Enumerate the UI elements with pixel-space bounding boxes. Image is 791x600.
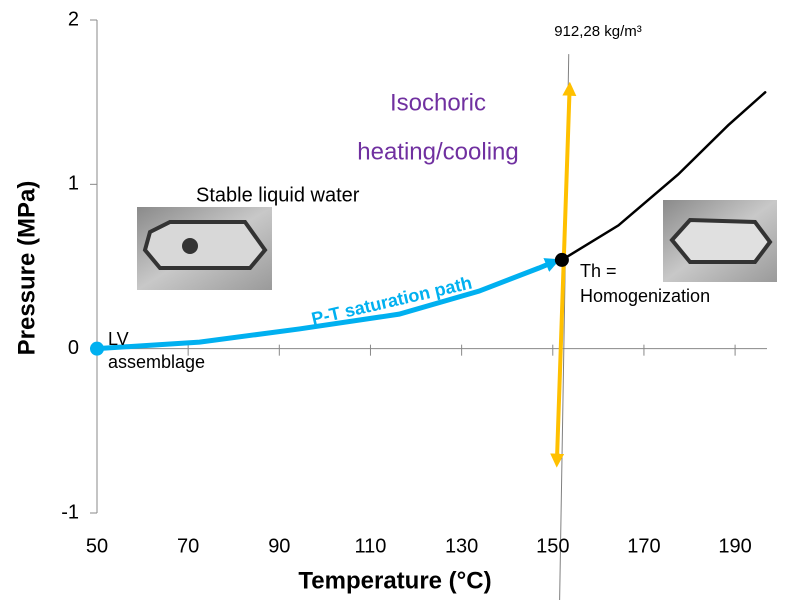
y-tick-label: 0 xyxy=(68,337,79,359)
series-line xyxy=(94,258,561,352)
x-tick-label: 150 xyxy=(536,535,569,557)
x-tick-label: 190 xyxy=(718,535,751,557)
x-tick-label: 130 xyxy=(445,535,478,557)
annotation: heating/cooling xyxy=(357,138,518,165)
x-tick-label: 90 xyxy=(268,535,290,557)
x-tick-label: 70 xyxy=(177,535,199,557)
annotation: assemblage xyxy=(108,352,205,372)
annotation: LV xyxy=(108,329,129,349)
annotation: Isochoric xyxy=(390,89,486,116)
annotation: Th = xyxy=(580,261,617,281)
x-tick-label: 170 xyxy=(627,535,660,557)
point xyxy=(554,252,569,267)
density-label: 912,28 kg/m³ xyxy=(554,23,642,40)
x-tick-label: 110 xyxy=(355,535,387,557)
y-axis-label: Pressure (MPa) xyxy=(13,181,40,356)
x-axis-label: Temperature (°C) xyxy=(298,567,491,594)
y-tick-label: 2 xyxy=(68,8,79,30)
inclusion-photo-left xyxy=(137,207,272,290)
x-tick-label: 50 xyxy=(86,535,108,557)
series-line xyxy=(550,81,577,468)
annotation: Stable liquid water xyxy=(196,184,360,206)
inclusion-photo-right xyxy=(663,200,777,282)
annotation: Homogenization xyxy=(580,286,710,306)
series-line xyxy=(560,91,767,262)
y-tick-label: -1 xyxy=(61,501,79,523)
y-tick-label: 1 xyxy=(68,173,79,195)
point xyxy=(90,341,104,356)
